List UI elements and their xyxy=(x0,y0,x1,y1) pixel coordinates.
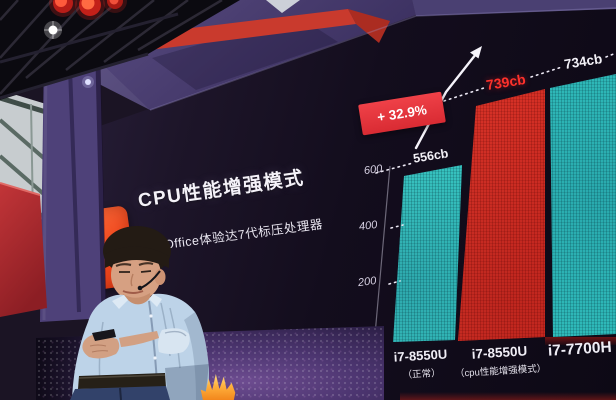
dotted-leader-lines xyxy=(375,52,616,285)
y-tick-400: 400 xyxy=(358,218,379,234)
growth-arrowhead xyxy=(470,46,482,59)
screen-red-glow xyxy=(545,337,616,345)
y-tick-200: 200 xyxy=(357,274,378,290)
floor-red-glow xyxy=(400,392,616,400)
cpu-name: i7-8550U xyxy=(393,346,448,365)
y-tick-600: 600 xyxy=(363,162,384,178)
category-label: i7-8550U （正常） xyxy=(387,346,455,382)
growth-arrow xyxy=(414,52,478,150)
y-axis-line xyxy=(373,165,391,347)
category-label: i7-8550U （cpu性能增强模式） xyxy=(449,342,551,380)
category-label: i7-7700H xyxy=(547,337,616,363)
